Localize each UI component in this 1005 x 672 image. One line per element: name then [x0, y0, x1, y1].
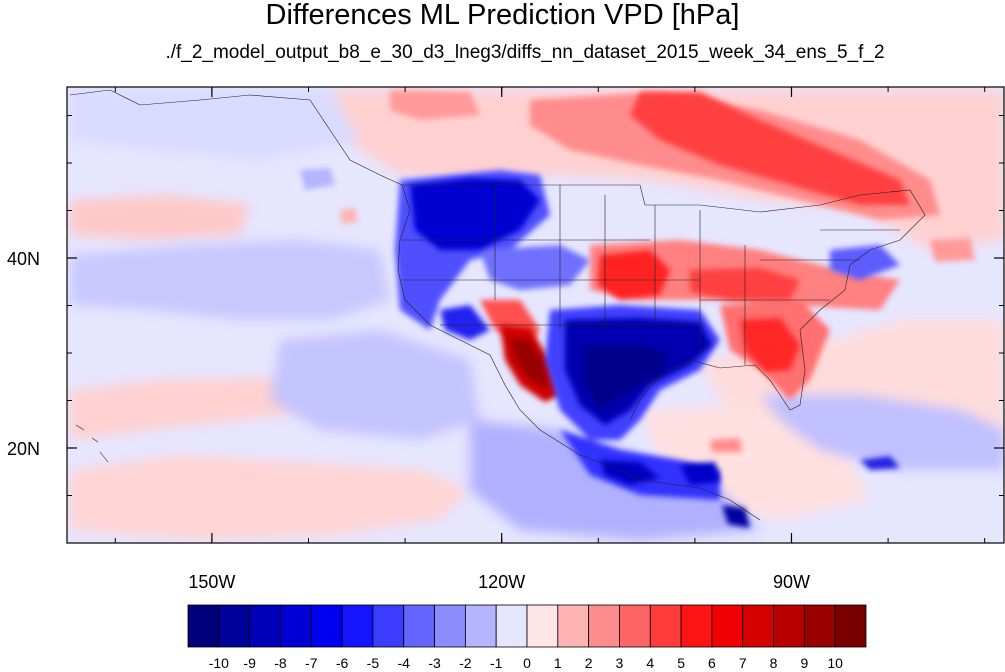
colorbar-label: -3 — [428, 655, 441, 671]
colorbar-label: -6 — [336, 655, 349, 671]
colorbar-swatch — [711, 604, 744, 648]
colorbar: -10 -9 -8 -7 -6 -5 -4 -3 -2 -1 0 1 2 3 4 5 6 7 8 9 10 — [187, 604, 867, 671]
colorbar-swatch — [803, 604, 836, 648]
colorbar-label: 9 — [800, 655, 808, 671]
colorbar-label: -2 — [459, 655, 472, 671]
colorbar-swatch — [526, 604, 559, 648]
strong-negative-areas — [410, 178, 900, 528]
colorbar-label: 10 — [827, 655, 843, 671]
scattered-features — [300, 168, 975, 452]
colorbar-label: 5 — [677, 655, 685, 671]
colorbar-label: -10 — [209, 655, 229, 671]
colorbar-label: 2 — [585, 655, 593, 671]
x-tick-label: 120W — [478, 572, 525, 592]
colorbar-label: -4 — [398, 655, 411, 671]
colorbar-swatch — [372, 604, 405, 648]
figure-title: Differences ML Prediction VPD [hPa] — [265, 0, 740, 31]
colorbar-swatch — [187, 604, 220, 648]
colorbar-swatch — [649, 604, 682, 648]
colorbar-swatch — [588, 604, 620, 648]
colorbar-swatch — [310, 604, 343, 648]
colorbar-label: 6 — [708, 655, 716, 671]
colorbar-swatch — [742, 604, 774, 648]
colorbar-swatch — [341, 604, 374, 648]
y-tick-label: 40N — [7, 249, 40, 269]
colorbar-label: -7 — [305, 655, 318, 671]
colorbar-swatch — [680, 604, 713, 648]
colorbar-swatch — [434, 604, 466, 648]
vpd-difference-field — [67, 87, 1004, 543]
colorbar-label: 4 — [646, 655, 654, 671]
colorbar-label: 3 — [616, 655, 624, 671]
desert-southwest-positive — [500, 325, 560, 402]
colorbar-label: -5 — [367, 655, 380, 671]
colorbar-swatch — [280, 604, 312, 648]
colorbar-label: 7 — [739, 655, 747, 671]
figure-subtitle: ./f_2_model_output_b8_e_30_d3_lneg3/diff… — [165, 42, 885, 63]
colorbar-swatch — [218, 604, 251, 648]
colorbar-label: 0 — [523, 655, 531, 671]
colorbar-swatch — [249, 604, 281, 648]
colorbar-swatch — [557, 604, 590, 648]
colorbar-label: -9 — [243, 655, 256, 671]
coastlines-and-borders — [69, 89, 926, 521]
axes: 150W 120W 90W 40N 20N — [7, 87, 1004, 592]
colorbar-swatch — [403, 604, 435, 648]
colorbar-swatch — [834, 604, 867, 648]
y-tick-label: 20N — [7, 439, 40, 459]
colorbar-label: 1 — [554, 655, 562, 671]
x-tick-label: 90W — [773, 572, 810, 592]
colorbar-label: -1 — [490, 655, 503, 671]
colorbar-swatch — [773, 604, 805, 648]
colorbar-swatch — [619, 604, 651, 648]
colorbar-label: -8 — [274, 655, 287, 671]
colorbar-swatch — [464, 604, 497, 648]
plot-frame — [66, 86, 1005, 544]
x-tick-label: 150W — [188, 572, 235, 592]
colorbar-swatch — [495, 604, 528, 648]
colorbar-label: 8 — [770, 655, 778, 671]
